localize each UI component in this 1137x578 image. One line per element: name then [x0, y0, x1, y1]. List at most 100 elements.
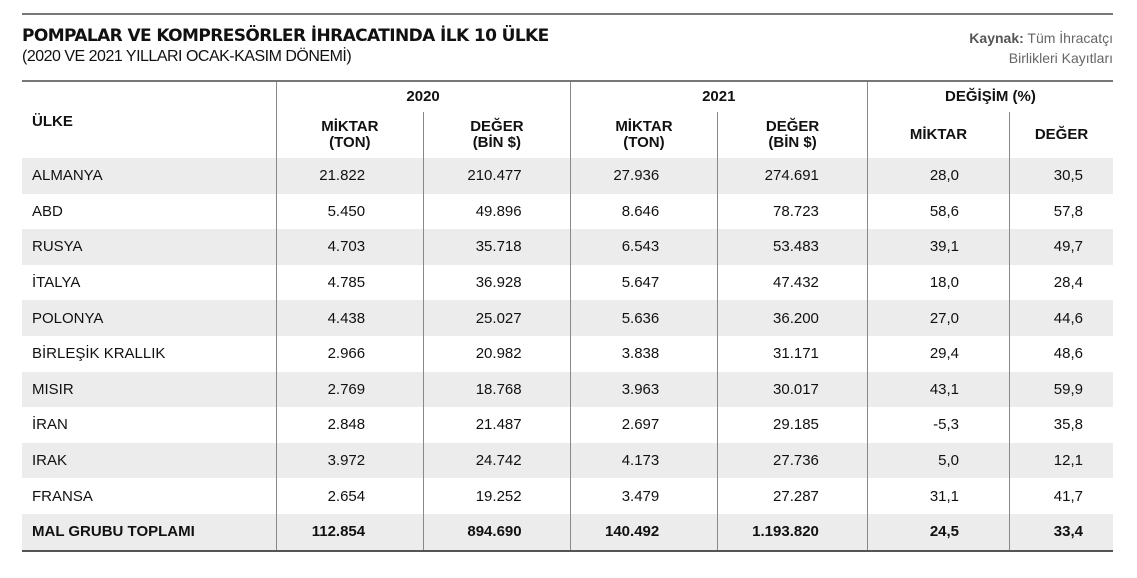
country-cell: FRANSA: [32, 487, 93, 505]
table-row: İTALYA 4.785 36.928 5.647 47.432 18,0 28,4: [22, 264, 1113, 301]
table-row: MISIR 2.769 18.768 3.963 30.017 43,1 59,9: [22, 371, 1113, 408]
data-table: ÜLKE 2020 2021 DEĞİŞİM (%) MİKTAR (TON) DE…: [22, 82, 1113, 552]
value-cell: 49.896: [423, 193, 571, 230]
country-cell: ALMANYA: [22, 158, 277, 194]
value-cell: 27.736: [717, 442, 868, 479]
country-cell: ABD: [32, 202, 63, 220]
value-cell: 3.972: [275, 442, 424, 479]
table-row: RUSYA 4.703 35.718 6.543 53.483 39,1 49,7: [22, 229, 1113, 265]
value-cell: 21.487: [423, 407, 571, 443]
value-cell: 39,1: [866, 229, 1010, 265]
subheader-line: (TON): [623, 134, 665, 151]
value-cell: 33,4: [1009, 513, 1113, 552]
value-cell: 3.963: [569, 371, 718, 408]
country-cell: RUSYA: [22, 229, 277, 265]
value-cell: 31,1: [866, 478, 1010, 514]
source-text-2: Birlikleri Kayıtları: [1008, 50, 1113, 66]
header-change: DEĞİŞİM (%): [866, 82, 1113, 112]
value-cell: 28,4: [1009, 264, 1113, 301]
value-cell: 53.483: [717, 229, 868, 265]
subheader-line: DEĞER: [1034, 126, 1089, 143]
value-cell: 2.654: [275, 478, 424, 514]
subheader-2: DEĞER (BİN $): [423, 112, 571, 158]
value-cell: 2.966: [275, 335, 424, 372]
value-cell: 1.193.820: [717, 513, 868, 552]
value-cell: 18.768: [423, 371, 571, 408]
value-cell: 24.742: [423, 442, 571, 479]
subheader-line: DEĞER: [470, 118, 524, 135]
value-cell: 12,1: [1009, 442, 1113, 479]
value-cell: 8.646: [569, 193, 718, 230]
value-cell: 30,5: [1009, 158, 1113, 194]
country-cell: MISIR: [22, 371, 277, 408]
table-row: FRANSA 2.654 19.252 3.479 27.287 31,1 41,7: [22, 478, 1113, 514]
value-cell: 5.450: [275, 193, 424, 230]
value-cell: 27,0: [866, 300, 1010, 336]
value-cell: 3.838: [569, 335, 718, 372]
value-cell: 27.936: [569, 158, 718, 194]
country-cell: POLONYA: [22, 300, 277, 336]
value-cell: 35,8: [1009, 407, 1113, 443]
header-country: ÜLKE: [32, 113, 73, 130]
country-cell: İTALYA: [32, 274, 81, 292]
value-cell: 36.928: [423, 264, 571, 301]
subheader-6: DEĞER: [1009, 112, 1113, 158]
value-cell: 28,0: [866, 158, 1010, 194]
table-row: İRAN 2.848 21.487 2.697 29.185 -5,3 35,8: [22, 407, 1113, 443]
value-cell: 29,4: [866, 335, 1010, 372]
subheader-line: (BİN $): [768, 134, 817, 151]
value-cell: 25.027: [423, 300, 571, 336]
table-title: POMPALAR VE KOMPRESÖRLER İHRACATINDA İLK…: [22, 26, 549, 46]
value-cell: 2.769: [275, 371, 424, 408]
country-cell: İRAN: [32, 416, 68, 434]
country-cell: MAL GRUBU TOPLAMI: [22, 513, 277, 552]
header-2020: 2020: [275, 82, 571, 112]
value-cell: 4.785: [275, 264, 424, 301]
value-cell: -5,3: [866, 407, 1010, 443]
subheader-line: (TON): [329, 134, 371, 151]
value-cell: 31.171: [717, 335, 868, 372]
value-cell: 24,5: [866, 513, 1010, 552]
country-cell: IRAK: [22, 442, 277, 479]
value-cell: 4.173: [569, 442, 718, 479]
value-cell: 35.718: [423, 229, 571, 265]
subheader-line: DEĞER: [765, 118, 820, 135]
country-cell: BİRLEŞİK KRALLIK: [32, 345, 166, 363]
table-row: IRAK 3.972 24.742 4.173 27.736 5,0 12,1: [22, 442, 1113, 479]
value-cell: 2.697: [569, 407, 718, 443]
header-2021: 2021: [569, 82, 868, 112]
header-rule: [22, 80, 1113, 82]
value-cell: 29.185: [717, 407, 868, 443]
subheader-4: DEĞER (BİN $): [717, 112, 868, 158]
subheader-line: MİKTAR: [909, 126, 968, 143]
value-cell: 140.492: [569, 513, 718, 552]
top-rule: [22, 13, 1113, 15]
value-cell: 3.479: [569, 478, 718, 514]
value-cell: 5.647: [569, 264, 718, 301]
value-cell: 49,7: [1009, 229, 1113, 265]
value-cell: 78.723: [717, 193, 868, 230]
value-cell: 59,9: [1009, 371, 1113, 408]
value-cell: 21.822: [275, 158, 424, 194]
value-cell: 5,0: [866, 442, 1010, 479]
value-cell: 20.982: [423, 335, 571, 372]
value-cell: 58,6: [866, 193, 1010, 230]
value-cell: 44,6: [1009, 300, 1113, 336]
table-subtitle: (2020 VE 2021 YILLARI OCAK-KASIM DÖNEMİ): [22, 48, 352, 65]
table-row: ABD 5.450 49.896 8.646 78.723 58,6 57,8: [22, 193, 1113, 230]
source-label: Kaynak:: [969, 30, 1024, 46]
value-cell: 43,1: [866, 371, 1010, 408]
subheader-1: MİKTAR (TON): [275, 112, 424, 158]
value-cell: 5.636: [569, 300, 718, 336]
value-cell: 4.703: [275, 229, 424, 265]
value-cell: 36.200: [717, 300, 868, 336]
value-cell: 4.438: [275, 300, 424, 336]
subheader-5: MİKTAR: [866, 112, 1010, 158]
value-cell: 57,8: [1009, 193, 1113, 230]
table-row: POLONYA 4.438 25.027 5.636 36.200 27,0 44,6: [22, 300, 1113, 336]
value-cell: 112.854: [275, 513, 424, 552]
value-cell: 30.017: [717, 371, 868, 408]
subheader-line: (BİN $): [472, 134, 522, 151]
value-cell: 41,7: [1009, 478, 1113, 514]
total-row: MAL GRUBU TOPLAMI 112.854 894.690 140.492 1.…: [22, 513, 1113, 552]
